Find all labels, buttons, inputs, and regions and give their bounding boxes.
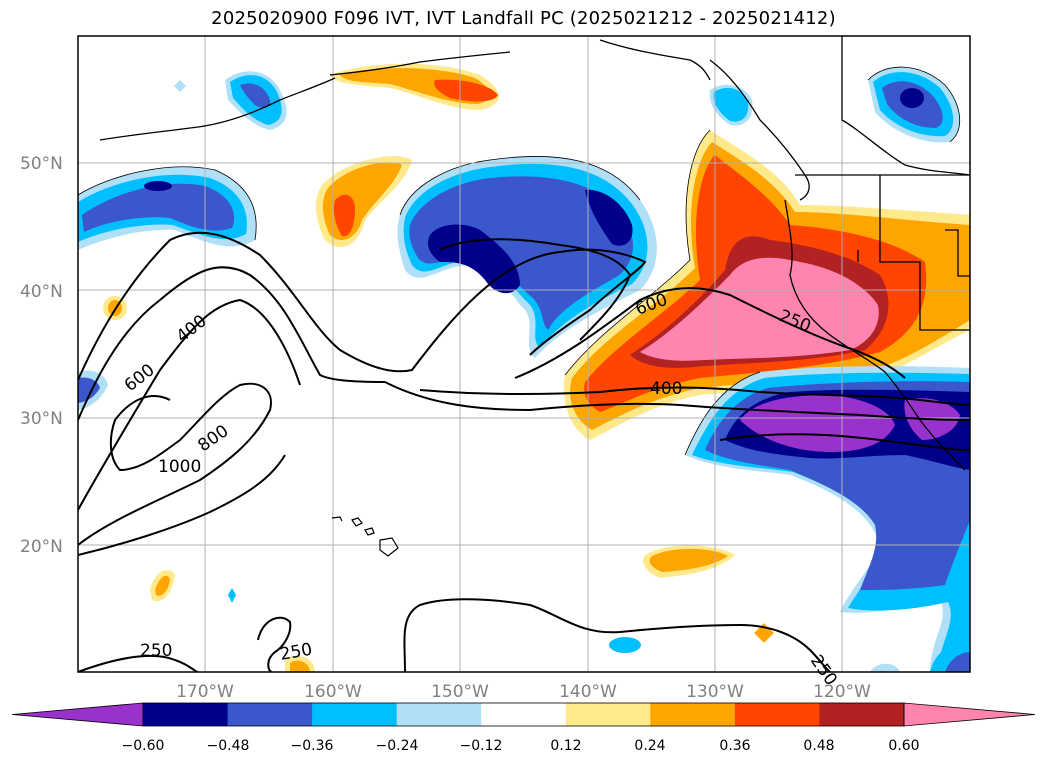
colorbar-tick: −0.24: [376, 738, 419, 754]
colorbar-cell: [481, 703, 567, 726]
negative-pc-central-blue: [409, 176, 633, 330]
negative-pc-bottom-right-blue: [945, 652, 970, 672]
colorbar-cell: [650, 703, 736, 726]
coastlines: [99, 36, 970, 471]
negative-pc-canada-navy: [900, 88, 924, 108]
negative-pc-central-navy: [428, 224, 520, 294]
colorbar-tick: 0.36: [719, 738, 750, 754]
ivt-contours: [78, 231, 970, 672]
positive-pc-south-orange: [649, 548, 728, 572]
negative-pc-alaska-west-blue: [240, 83, 271, 108]
negative-pc-panhandle-cyan: [713, 87, 749, 122]
colorbar: −0.60 −0.48 −0.36 −0.24 −0.12 0.12 0.24 …: [11, 702, 1036, 754]
colorbar-tick: 0.48: [803, 738, 834, 754]
negative-pc-west-blue: [82, 183, 235, 232]
colorbar-tick: −0.60: [122, 738, 165, 754]
colorbar-tick: −0.48: [207, 738, 250, 754]
contour-label-250-sw: 250: [140, 641, 172, 661]
colorbar-cell: [734, 703, 820, 726]
colorbar-tick: −0.36: [291, 738, 334, 754]
lon-label-140w: 140°W: [559, 682, 617, 702]
colorbar-cell: [312, 703, 398, 726]
negative-pc-tiny-west: [174, 80, 186, 92]
hawaii-islands: [331, 516, 399, 557]
lon-label-130w: 130°W: [686, 682, 744, 702]
contour-label-400-east: 400: [650, 379, 682, 399]
pc-shading: [78, 36, 970, 672]
positive-pc-midocean-red: [333, 194, 355, 237]
pc-outlines: [78, 66, 961, 456]
lat-label-30n: 30°N: [20, 409, 63, 429]
colorbar-tick: −0.12: [460, 738, 503, 754]
colorbar-tick-labels: −0.60 −0.48 −0.36 −0.24 −0.12 0.12 0.24 …: [122, 738, 920, 754]
negative-pc-west-navy: [144, 181, 172, 191]
positive-pc-bottom-core: [290, 660, 310, 672]
gridlines: [78, 36, 970, 672]
contour-label-1000: 1000: [158, 457, 201, 477]
colorbar-cell: [819, 703, 905, 726]
map-title: 2025020900 F096 IVT, IVT Landfall PC (20…: [211, 8, 836, 29]
lon-label-170w: 170°W: [176, 682, 234, 702]
colorbar-cell: [396, 703, 482, 726]
negative-pc-central-navy-east: [585, 189, 633, 246]
colorbar-right-extend: [903, 702, 1036, 727]
negative-pc-bottom-mid: [870, 663, 900, 672]
lon-label-120w: 120°W: [813, 682, 871, 702]
lat-label-20n: 20°N: [20, 537, 63, 557]
colorbar-frame: [142, 702, 905, 727]
negative-pc-small-1: [609, 637, 641, 653]
colorbar-cell: [565, 703, 651, 726]
colorbar-cell: [227, 703, 313, 726]
lon-label-160w: 160°W: [304, 682, 362, 702]
map-border: [77, 35, 971, 673]
latitude-labels: 50°N 40°N 30°N 20°N: [20, 154, 63, 557]
positive-pc-sw-core: [155, 575, 170, 596]
lon-label-150w: 150°W: [431, 682, 489, 702]
colorbar-tick: 0.60: [888, 738, 919, 754]
lat-label-40n: 40°N: [20, 282, 63, 302]
colorbar-cell: [143, 703, 229, 726]
negative-pc-tiny-south: [228, 588, 236, 603]
positive-pc-alaska-red: [434, 79, 498, 102]
lat-label-50n: 50°N: [20, 154, 63, 174]
longitude-labels: 170°W 160°W 150°W 140°W 130°W 120°W: [176, 682, 871, 702]
colorbar-tick: 0.24: [634, 738, 665, 754]
colorbar-tick: 0.12: [550, 738, 581, 754]
colorbar-left-extend: [11, 702, 144, 727]
